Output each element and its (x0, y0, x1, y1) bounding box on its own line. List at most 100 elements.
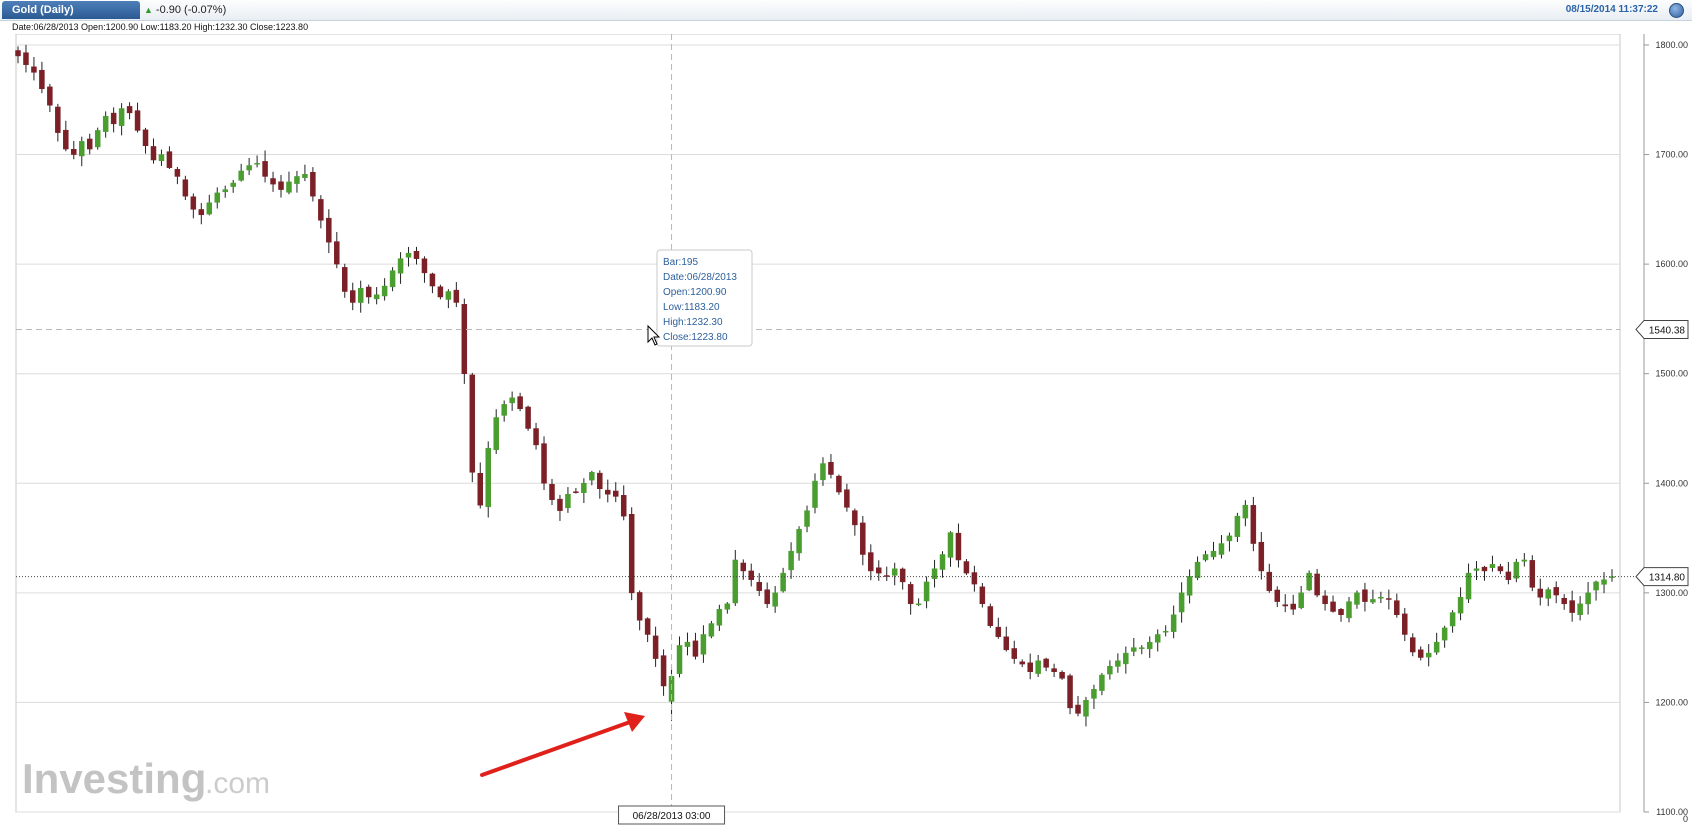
candle (1162, 625, 1169, 637)
last-price-label-text: 1314.80 (1649, 573, 1686, 584)
candle-body (844, 489, 850, 508)
candle (1394, 593, 1400, 618)
candle-body (174, 169, 181, 177)
y-tick-label: 1800.00 (1655, 40, 1688, 50)
candle-body (660, 655, 667, 687)
candle-body (748, 570, 754, 580)
candle (246, 157, 252, 176)
candle-body (86, 138, 93, 150)
candle-body (1210, 550, 1217, 558)
candle (1115, 653, 1121, 673)
candle-body (876, 567, 882, 574)
candle (692, 632, 699, 660)
candle-body (899, 568, 906, 583)
candle-body (71, 149, 77, 155)
candle-body (971, 572, 978, 585)
candle (1441, 625, 1448, 648)
candle (94, 127, 101, 150)
candle (421, 256, 428, 283)
candle-body (1521, 559, 1528, 562)
y-tick-label: 1700.00 (1655, 150, 1688, 160)
candle-body (1162, 630, 1169, 633)
candle (756, 573, 762, 597)
candle (214, 187, 220, 209)
tooltip-value: 1200.90 (690, 287, 727, 298)
candle-body (413, 250, 420, 259)
candle-body (381, 285, 388, 297)
candle (549, 478, 555, 506)
candle-body (1226, 535, 1233, 542)
candle (23, 44, 29, 73)
candle (334, 232, 340, 269)
candle (79, 136, 85, 167)
candle-body (756, 581, 762, 591)
candle (63, 120, 69, 152)
candle-body (565, 493, 571, 509)
candle-body (1577, 603, 1583, 615)
candle-body (1601, 579, 1607, 585)
symbol-tab-label: Gold (Daily) (12, 4, 74, 16)
candlestick-chart[interactable]: 1100.00 1200.00 1300.00 1400.00 1500.00 1600.… (0, 33, 1692, 828)
candle (652, 626, 659, 667)
candle-body (995, 626, 1002, 637)
candle (525, 405, 531, 431)
candle (310, 167, 316, 202)
mouse-cursor-icon (647, 324, 661, 346)
candle-body (270, 178, 276, 185)
arrow-shaft (480, 720, 632, 777)
candle (1433, 632, 1440, 655)
candle-body (1083, 699, 1089, 717)
candle (142, 127, 149, 154)
candle-body (1146, 641, 1153, 650)
candle (1553, 581, 1559, 604)
candle-body (1298, 592, 1304, 608)
symbol-tab[interactable]: Gold (Daily) (2, 1, 140, 19)
price-change-value: -0.90 (-0.07%) (155, 4, 227, 16)
candle (1330, 595, 1336, 613)
tooltip-line: Low:1183.20 (663, 302, 720, 313)
candle (238, 163, 244, 182)
candle (294, 170, 300, 193)
candle-body (1489, 564, 1496, 568)
candle (1362, 582, 1368, 612)
candle-body (262, 161, 268, 177)
candle (660, 649, 667, 696)
candle-body (955, 532, 962, 561)
chart-frame[interactable]: 1100.00 1200.00 1300.00 1400.00 1500.00 1600.… (0, 33, 1692, 828)
candle-body (1202, 554, 1209, 561)
candle (963, 558, 970, 576)
candle (573, 487, 579, 494)
candle-body (692, 640, 699, 657)
candle-body (1465, 572, 1472, 600)
candle-body (1330, 601, 1336, 612)
candle (1465, 563, 1472, 603)
timestamp: 08/15/2014 11:37:22 (1565, 4, 1658, 15)
settings-globe-icon[interactable] (1669, 3, 1684, 18)
candle (517, 392, 523, 412)
candle (1282, 594, 1288, 613)
candle (47, 83, 53, 113)
candle-body (1505, 571, 1512, 580)
candle (445, 289, 452, 309)
candle (1425, 644, 1432, 667)
candle-body (334, 241, 340, 265)
candle-body (907, 584, 914, 605)
candle (1266, 563, 1273, 593)
candle (461, 298, 468, 384)
candle (397, 252, 404, 284)
candle (1003, 626, 1010, 652)
candle (1417, 646, 1424, 661)
candle (876, 560, 882, 581)
candle (788, 542, 794, 579)
candle (1139, 645, 1145, 655)
candle (979, 583, 986, 608)
candle-body (318, 199, 324, 221)
candle (1473, 561, 1480, 580)
candle-body (931, 568, 938, 579)
candle (1059, 670, 1065, 680)
candle-body (1059, 671, 1065, 679)
candle (1609, 569, 1615, 582)
candle (1314, 569, 1320, 598)
candle (533, 422, 539, 450)
candle (1011, 640, 1017, 664)
